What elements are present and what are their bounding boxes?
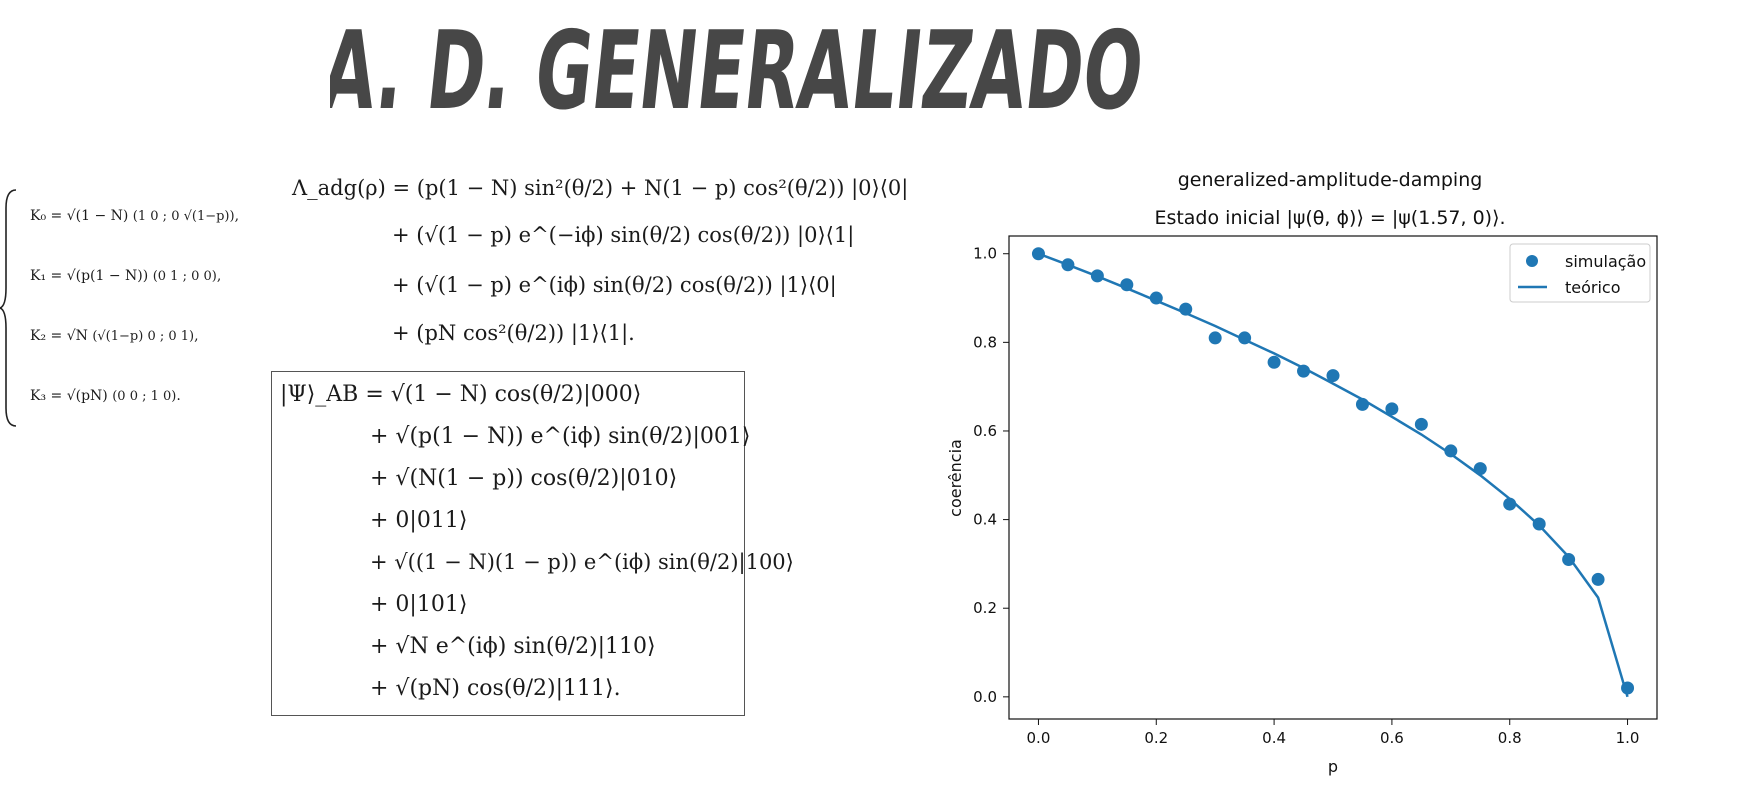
- x-tick-label-1: 0.2: [1144, 729, 1168, 747]
- kraus-brace: [0, 189, 17, 427]
- chart-axes: 0.0 0.2 0.4 0.6 0.8 1.0 0.0 0.2 0.4 0.6 0.8 1.0: [973, 245, 1639, 747]
- channel-line-1: Λ_adg(ρ) = (p(1 − N) sin²(θ/2) + N(1 − p…: [292, 176, 909, 200]
- legend-simulation-label: simulação: [1565, 252, 1646, 271]
- simulation-point: [1473, 462, 1487, 476]
- state-line-6: + 0|101⟩: [370, 592, 468, 617]
- simulation-point: [1326, 369, 1340, 383]
- simulation-point: [1503, 497, 1517, 511]
- kraus-operators: K₀ = √(1 − N) (1 0 ; 0 √(1−p)), K₁ = √(p…: [0, 188, 260, 428]
- kraus-k2: K₂ = √N (√(1−p) 0 ; 0 1),: [30, 328, 199, 344]
- theoretical-line: [1038, 252, 1629, 698]
- legend-simulation-marker: [1526, 255, 1538, 267]
- channel-line-2: + (√(1 − p) e^(−iϕ) sin(θ/2) cos(θ/2)) |…: [392, 223, 855, 247]
- kraus-k1-lhs: K₁ = √(p(1 − N)): [30, 268, 149, 284]
- state-line-2: + √(p(1 − N)) e^(iϕ) sin(θ/2)|001⟩: [370, 424, 751, 449]
- simulation-point: [1591, 572, 1605, 586]
- state-line-5: + √((1 − N)(1 − p)) e^(iϕ) sin(θ/2)|100⟩: [370, 550, 794, 574]
- kraus-k0-matrix: (1 0 ; 0 √(1−p)): [132, 209, 235, 224]
- simulation-point: [1238, 331, 1252, 345]
- simulation-point: [1532, 517, 1546, 531]
- state-line-4: + 0|011⟩: [370, 508, 468, 533]
- x-tick-label-4: 0.8: [1498, 729, 1522, 747]
- simulation-point: [1297, 364, 1311, 378]
- kraus-k2-end: ,: [194, 328, 199, 344]
- simulation-point: [1414, 417, 1428, 431]
- state-line-1: |Ψ⟩_AB = √(1 − N) cos(θ/2)|000⟩: [280, 382, 642, 407]
- kraus-k2-matrix: (√(1−p) 0 ; 0 1): [92, 329, 195, 344]
- x-tick-label-3: 0.6: [1380, 729, 1404, 747]
- x-tick-label-2: 0.4: [1262, 729, 1286, 747]
- kraus-k3-matrix: (0 0 ; 1 0): [112, 389, 177, 404]
- simulation-point: [1621, 681, 1635, 695]
- y-tick-label-3: 0.6: [973, 422, 997, 440]
- simulation-point: [1208, 331, 1222, 345]
- kraus-k0-lhs: K₀ = √(1 − N): [30, 208, 129, 224]
- kraus-k1-matrix: (0 1 ; 0 0): [152, 269, 217, 284]
- plot-frame: [1008, 235, 1658, 720]
- coherence-chart: generalized-amplitude-damping Estado ini…: [946, 169, 1658, 776]
- simulation-point: [1355, 397, 1369, 411]
- simulation-point: [1031, 247, 1045, 261]
- simulation-point: [1149, 291, 1163, 305]
- kraus-k3-lhs: K₃ = √(pN): [30, 388, 108, 404]
- simulation-point: [1120, 278, 1134, 292]
- simulation-point: [1090, 269, 1104, 283]
- simulation-series: [1031, 247, 1635, 695]
- state-line-7: + √N e^(iϕ) sin(θ/2)|110⟩: [370, 634, 656, 659]
- kraus-k0-end: ,: [234, 208, 240, 224]
- state-line-8: + √(pN) cos(θ/2)|111⟩.: [370, 676, 621, 701]
- chart-subtitle: Estado inicial |ψ(θ, ϕ)⟩ = |ψ(1.57, 0)⟩.: [1154, 207, 1505, 229]
- y-axis-label: coerência: [946, 439, 965, 517]
- kraus-k1-end: ,: [216, 268, 222, 284]
- channel-line-3: + (√(1 − p) e^(iϕ) sin(θ/2) cos(θ/2)) |1…: [392, 273, 837, 297]
- state-box: |Ψ⟩_AB = √(1 − N) cos(θ/2)|000⟩ + √(p(1 …: [271, 371, 794, 716]
- x-axis-label: p: [1328, 757, 1338, 776]
- chart-title: generalized-amplitude-damping: [1178, 169, 1483, 191]
- x-tick-label-0: 0.0: [1027, 729, 1051, 747]
- state-line-3: + √(N(1 − p)) cos(θ/2)|010⟩: [370, 466, 678, 491]
- page-title: A. D. GENERALIZADO: [330, 7, 1149, 134]
- y-tick-label-5: 1.0: [973, 245, 997, 263]
- theoretical-series: [1038, 252, 1629, 698]
- simulation-point: [1385, 402, 1399, 416]
- y-tick-label-1: 0.2: [973, 599, 997, 617]
- kraus-k1: K₁ = √(p(1 − N)) (0 1 ; 0 0),: [30, 268, 221, 284]
- simulation-point: [1179, 302, 1193, 316]
- kraus-k2-lhs: K₂ = √N: [30, 328, 88, 344]
- simulation-point: [1444, 444, 1458, 458]
- legend: simulação teórico: [1509, 243, 1651, 303]
- simulation-point: [1061, 258, 1075, 272]
- x-tick-label-5: 1.0: [1616, 729, 1640, 747]
- y-tick-label-4: 0.8: [973, 333, 997, 351]
- kraus-k3-end: .: [176, 388, 181, 404]
- y-tick-label-0: 0.0: [973, 688, 997, 706]
- channel-line-4: + (pN cos²(θ/2)) |1⟩⟨1|.: [392, 321, 635, 345]
- legend-theoretical-label: teórico: [1565, 278, 1621, 297]
- kraus-k3: K₃ = √(pN) (0 0 ; 1 0).: [30, 388, 181, 404]
- simulation-point: [1267, 355, 1281, 369]
- page-title-text: A. D. GENERALIZADO: [330, 7, 1149, 134]
- kraus-k0: K₀ = √(1 − N) (1 0 ; 0 √(1−p)),: [30, 208, 239, 224]
- y-tick-label-2: 0.4: [973, 511, 997, 529]
- simulation-point: [1562, 552, 1576, 566]
